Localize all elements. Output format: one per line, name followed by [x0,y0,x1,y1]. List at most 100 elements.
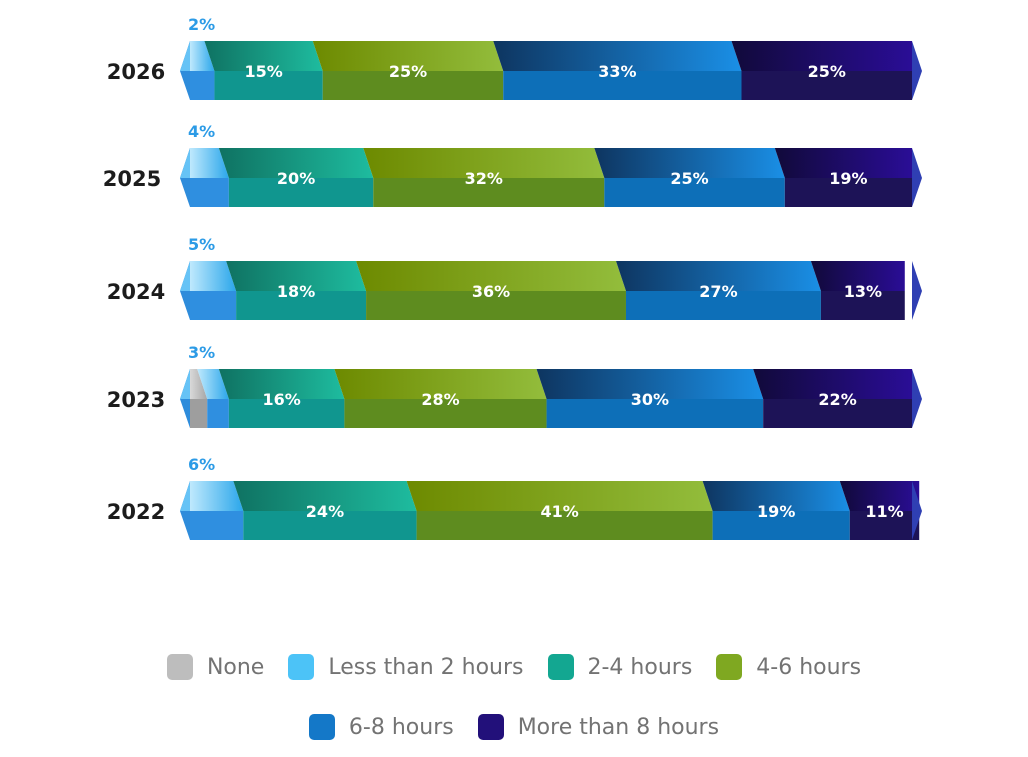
bar-row-2024: 5% 18% 36% 27% 13% 2024 [107,235,922,320]
bar-segment-top-6-8-hours [493,41,742,71]
bar-segment-top-2-4-hours [218,148,374,178]
bar-segment-top-less-than-2-hours [190,148,229,178]
bar-segment-bottom-2-4-hours [228,399,345,428]
bar-cap-left-top [180,148,190,178]
bar-segment-bottom-4-6-hours [416,511,713,540]
legend-swatch [166,654,193,680]
bar-cap-right [912,261,922,320]
bar-row-2026: 2% 15% 25% 33% 25% 2026 [107,15,922,100]
bar-segment-top-6-8-hours [594,148,785,178]
data-label: 20% [277,169,315,188]
bar-segment-bottom-none [190,399,208,428]
bar-segment-bottom-less-than-2-hours [190,178,229,207]
bar-segment-top-4-6-hours [334,369,547,399]
legend-row-1: None Less than 2 hours 2-4 hours 4-6 hours [0,654,1028,680]
bar-cap-right [912,41,922,100]
bar-segment-top-less-than-2-hours [190,261,237,291]
legend-item: 6-8 hours [308,714,454,740]
legend-item: More than 8 hours [477,714,720,740]
legend-label: 4-6 hours [756,654,862,680]
data-label: 6% [188,455,215,474]
bar-cap-left-top [180,41,190,71]
data-label: 16% [262,390,300,409]
bar-segment-top-more-than-8-hours [731,41,912,71]
legend-label: Less than 2 hours [328,654,524,680]
bar-segment-top-more-than-8-hours [810,261,905,291]
data-label: 19% [829,169,867,188]
data-label: 22% [818,390,856,409]
bar-segment-top-6-8-hours [536,369,764,399]
data-label: 30% [631,390,669,409]
bar-segment-top-4-6-hours [312,41,504,71]
legend-swatch [547,654,574,680]
bar-cap-right [912,481,922,540]
legend-label: None [206,654,265,680]
data-label: 13% [844,282,882,301]
bar-segment-bottom-4-6-hours [322,71,504,100]
bar-segment-bottom-less-than-2-hours [190,291,237,320]
bar-segment-bottom-more-than-8-hours [741,71,912,100]
data-label: 25% [670,169,708,188]
bar-segment-bottom-2-4-hours [228,178,374,207]
bar-segment-top-4-6-hours [363,148,605,178]
bar-segment-bottom-more-than-8-hours [784,178,912,207]
legend-row-2: 6-8 hours More than 8 hours [0,714,1028,740]
category-label: 2023 [107,388,165,412]
bar-segment-bottom-6-8-hours [625,291,821,320]
bar-segment-bottom-2-4-hours [243,511,417,540]
bar-segment-top-more-than-8-hours [753,369,912,399]
legend-label: More than 8 hours [517,714,720,740]
legend-item: 4-6 hours [716,654,861,680]
bar-segment-top-less-than-2-hours [190,481,244,511]
category-label: 2022 [107,500,165,524]
bar-cap-left-top [180,261,190,291]
legend-swatch [288,654,315,680]
bar-segment-top-4-6-hours [356,261,626,291]
bar-cap-right [912,148,922,207]
bar-segment-top-6-8-hours [615,261,821,291]
legend-item: None [166,654,265,680]
bar-segment-top-2-4-hours [233,481,417,511]
category-label: 2026 [107,60,165,84]
bar-segment-top-2-4-hours [226,261,367,291]
bar-segment-top-more-than-8-hours [774,148,912,178]
bar-segment-top-4-6-hours [406,481,713,511]
legend-label: 2-4 hours [587,654,693,680]
bar-segment-bottom-2-4-hours [236,291,367,320]
bar-row-2022: 6% 24% 41% 19% 11% 2022 [107,455,922,540]
bar-segment-bottom-less-than-2-hours [190,511,244,540]
legend-item: 2-4 hours [547,654,693,680]
bar-segment-top-2-4-hours [218,369,345,399]
category-label: 2025 [103,167,161,191]
legend-swatch [716,654,743,680]
bar-segment-bottom-4-6-hours [373,178,605,207]
legend-swatch [477,714,504,740]
bar-segment-bottom-less-than-2-hours [207,399,229,428]
data-label: 18% [277,282,315,301]
bar-segment-top-more-than-8-hours [839,481,920,511]
bar-row-2023: 3% 16% 28% 30% 22% 2023 [107,343,922,428]
legend-swatch [308,714,335,740]
bar-segment-top-none [190,369,208,399]
data-label: 3% [188,343,215,362]
bar-segment-bottom-6-8-hours [546,399,764,428]
bar-segment-top-less-than-2-hours [197,369,229,399]
bar-segment-bottom-6-8-hours [604,178,785,207]
data-label: 27% [699,282,737,301]
bar-segment-bottom-4-6-hours [366,291,626,320]
data-label: 11% [865,502,903,521]
data-label: 2% [188,15,215,34]
data-label: 4% [188,122,215,141]
legend-label: 6-8 hours [348,714,454,740]
data-label: 15% [244,62,282,81]
category-label: 2024 [107,280,165,304]
bar-segment-bottom-less-than-2-hours [190,71,215,100]
bar-row-2025: 4% 20% 32% 25% 19% 2025 [103,122,922,207]
bar-segment-bottom-6-8-hours [503,71,742,100]
bar-segment-top-less-than-2-hours [190,41,215,71]
data-label: 25% [389,62,427,81]
bar-segment-bottom-more-than-8-hours [763,399,912,428]
data-label: 25% [808,62,846,81]
bar-segment-bottom-2-4-hours [214,71,323,100]
